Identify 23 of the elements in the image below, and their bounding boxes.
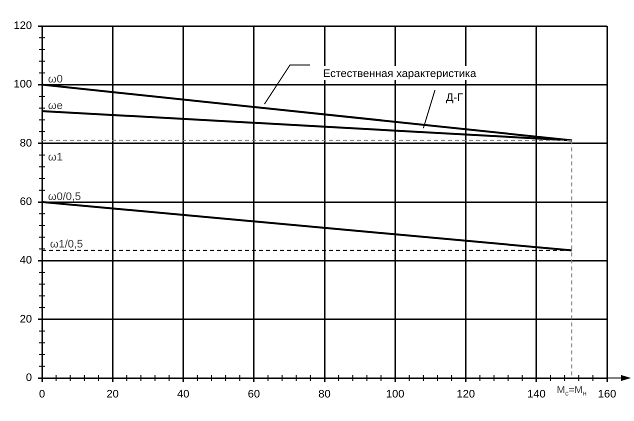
x-tick-label: 100 <box>386 388 404 401</box>
x-tick-label: 20 <box>106 388 119 401</box>
ref-line-label: ω1 <box>48 151 63 164</box>
y-tick-label: 100 <box>14 78 32 91</box>
x-tick-label: 0 <box>38 388 46 401</box>
x-tick-label: 80 <box>318 388 331 401</box>
x-tick-label: 60 <box>248 388 260 401</box>
x-tick-label: 120 <box>456 388 475 401</box>
annotation: ω0 <box>48 74 63 86</box>
y-tick-label: 60 <box>20 196 32 208</box>
annotation: ω0/0,5 <box>48 191 82 203</box>
x-tick-label: 160 <box>598 388 616 401</box>
y-tick-label: 0 <box>26 372 32 384</box>
y-tick-label: 40 <box>20 254 32 267</box>
y-tick-label: 80 <box>20 137 32 150</box>
y-tick-label: 20 <box>20 313 32 326</box>
annotation: ωe <box>48 100 63 112</box>
text: Д-Г <box>446 92 464 104</box>
y-tick-label: 120 <box>14 20 32 32</box>
ref-line-label: ω1/0,5 <box>50 238 84 250</box>
text: Естественная характеристика <box>323 68 478 80</box>
x-tick-label: 140 <box>527 388 546 401</box>
x-tick-label: 40 <box>177 388 190 401</box>
